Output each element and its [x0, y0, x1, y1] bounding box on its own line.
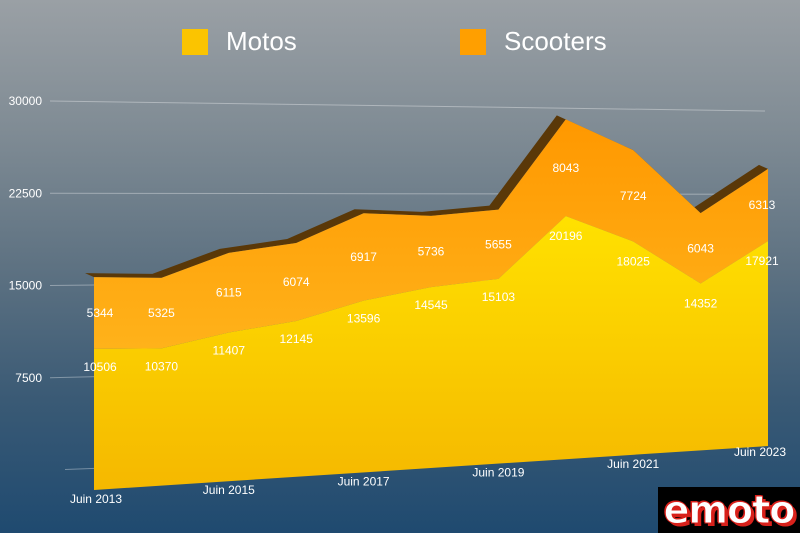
data-label-scooters: 8043	[552, 161, 579, 175]
legend-swatch-motos	[182, 28, 208, 55]
data-label-motos: 10506	[83, 360, 117, 374]
data-label-scooters: 5655	[485, 237, 512, 251]
data-label-motos: 18025	[617, 255, 651, 269]
x-tick-label: Juin 2015	[203, 483, 255, 497]
data-label-scooters: 6074	[283, 275, 310, 289]
data-label-scooters: 7724	[620, 189, 647, 203]
x-tick-label: Juin 2013	[70, 492, 122, 506]
data-label-motos: 20196	[549, 229, 583, 243]
plot-area	[85, 115, 768, 490]
data-label-scooters: 6313	[749, 198, 776, 212]
data-label-scooters: 5736	[418, 244, 445, 258]
legend-swatch-scooters	[460, 28, 486, 55]
emoto-logo: emoto	[658, 487, 800, 533]
data-label-motos: 14352	[684, 296, 718, 310]
legend-label-scooters: Scooters	[504, 26, 607, 56]
x-tick-label: Juin 2021	[607, 457, 659, 471]
y-axis-tick-labels: 7500 15000 22500 30000	[9, 94, 43, 385]
data-label-scooters: 6917	[350, 250, 377, 264]
y-tick-label: 7500	[15, 371, 42, 385]
data-label-motos: 17921	[745, 254, 779, 268]
area-series-motos	[94, 216, 768, 490]
legend-label-motos: Motos	[226, 26, 297, 56]
x-axis-tick-labels: Juin 2013 Juin 2015 Juin 2017 Juin 2019 Juin…	[70, 445, 786, 506]
data-label-motos: 11407	[213, 344, 246, 358]
x-tick-label: Juin 2019	[472, 466, 524, 480]
x-tick-label: Juin 2023	[734, 445, 786, 459]
grid-line-30000	[49, 100, 766, 112]
data-label-motos: 12145	[280, 332, 314, 346]
data-label-motos: 13596	[347, 312, 381, 326]
data-label-scooters: 6115	[216, 286, 242, 300]
data-label-motos: 14545	[414, 298, 448, 312]
legend-item-motos: Motos	[182, 26, 297, 57]
data-label-scooters: 6043	[687, 241, 714, 255]
data-label-motos: 10370	[145, 359, 179, 373]
x-tick-label: Juin 2017	[338, 474, 390, 488]
data-label-scooters: 5325	[148, 306, 175, 320]
data-label-motos: 15103	[482, 290, 516, 304]
area-series-scooters	[94, 119, 768, 349]
y-tick-label: 22500	[9, 186, 43, 200]
emoto-logo-text: emoto	[663, 488, 796, 533]
data-label-scooters: 5344	[87, 306, 114, 320]
y-tick-label: 30000	[9, 94, 43, 108]
y-tick-label: 15000	[9, 279, 43, 293]
legend-item-scooters: Scooters	[460, 26, 607, 57]
data-labels: 10506 5344 10370 5325 11407 6115 12145 6074 1359…	[83, 161, 779, 374]
